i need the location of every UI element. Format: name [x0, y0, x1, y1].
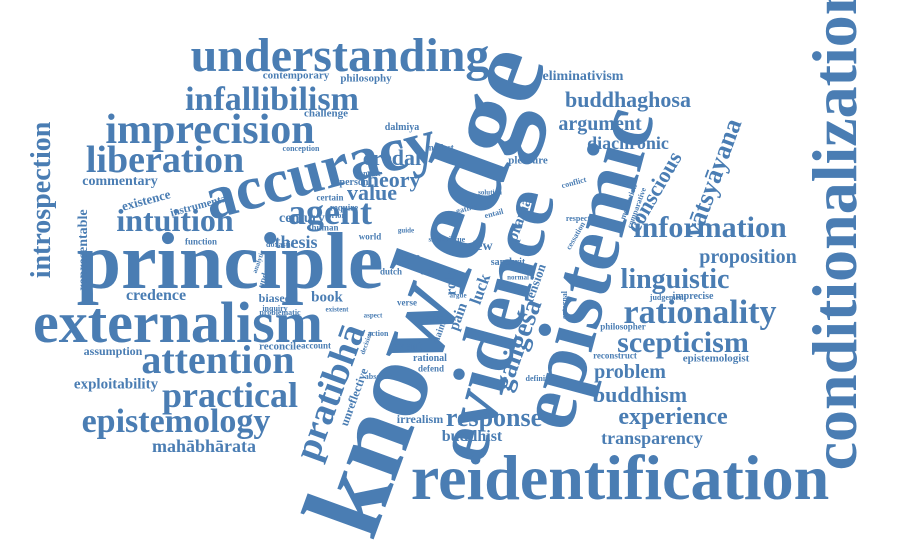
word-irrealism: irrealism	[396, 412, 444, 426]
word-credal: credal	[362, 145, 422, 170]
word-verse: verse	[397, 297, 417, 308]
word-rational: rational	[413, 353, 447, 364]
word-rationality: rationality	[623, 294, 777, 331]
word-linguistic: linguistic	[620, 264, 730, 295]
word-buddhaghosa: buddhaghosa	[565, 87, 691, 112]
word-attention: attention	[141, 337, 295, 382]
word-philosopher: philosopher	[600, 321, 646, 332]
word-information: information	[633, 211, 787, 244]
word-existent: existent	[325, 305, 349, 314]
word-theory: theory	[359, 167, 421, 192]
word-biased: biased	[258, 291, 292, 305]
word-sense: sense	[425, 313, 443, 322]
word-assumption: assumption	[83, 344, 143, 358]
word-absolute: absolute	[364, 372, 394, 381]
word-introspection: introspection	[26, 121, 57, 279]
word-argument: argument	[558, 113, 642, 135]
word-virtue: virtue	[444, 235, 466, 244]
word-doxastic: doxastic	[266, 240, 294, 249]
word-buddhism: buddhism	[592, 382, 688, 407]
word-philosophy: philosophy	[340, 72, 392, 85]
word-call: call	[420, 266, 434, 277]
word-imprecise: imprecise	[672, 291, 714, 302]
word-buddhist: buddhist	[441, 428, 503, 445]
word-conditionalization: conditionalization	[799, 0, 870, 471]
word-external: external	[560, 291, 569, 319]
word-event: event	[392, 337, 422, 353]
word-principle: principle	[76, 218, 384, 306]
word-self: self	[398, 258, 410, 267]
word-certain: certain	[316, 192, 344, 203]
word-proposition: proposition	[699, 246, 797, 268]
word-intuition: intuition	[116, 202, 234, 238]
word-understanding: understanding	[190, 29, 490, 82]
word-single: single	[428, 235, 446, 244]
word-conception: conception	[282, 144, 320, 153]
word-scepticism: scepticism	[617, 326, 749, 359]
word-transparency: transparency	[601, 428, 703, 448]
word-account: account	[301, 340, 331, 351]
word-view: view	[465, 239, 493, 254]
word-practical: practical	[162, 375, 298, 415]
word-commentary: commentary	[82, 174, 158, 189]
word-problematic: problematic	[259, 308, 301, 317]
word-definition: definition	[525, 374, 559, 383]
word-action: action	[367, 329, 389, 338]
word-these: these	[402, 252, 420, 261]
word-person: person	[339, 177, 369, 188]
word-epistemologist: epistemologist	[682, 352, 750, 365]
word-value: value	[346, 180, 398, 205]
word-experience: experience	[618, 404, 728, 430]
word-human: human	[311, 222, 339, 233]
word-modest: modest	[426, 142, 454, 153]
word-eliminativism: eliminativism	[542, 69, 624, 84]
word-context: context	[355, 169, 381, 178]
word-contemporary: contemporary	[262, 69, 330, 82]
word-infallibilism: infallibilism	[185, 81, 359, 118]
word-guide: guide	[397, 226, 415, 235]
word-credence: credence	[125, 287, 187, 304]
word-sanskrit: sanskrit	[490, 257, 526, 268]
word-book: book	[311, 289, 343, 306]
word-respect: respect	[565, 214, 591, 223]
word-epistemology: epistemology	[81, 403, 271, 440]
word-problem: problem	[594, 361, 666, 383]
word-defend: defend	[417, 363, 445, 374]
word-century: century	[279, 211, 325, 226]
word-dalmiya: dalmiya	[384, 122, 420, 133]
word-argue: argue	[449, 291, 467, 300]
word-reidentification: reidentification	[410, 442, 830, 513]
word-challenge: challenge	[304, 107, 348, 120]
word-externalism: externalism	[33, 290, 323, 355]
word-judgement: judgement	[649, 293, 687, 302]
word-response: response	[445, 403, 543, 432]
word-world: world	[358, 231, 382, 242]
word-function: function	[184, 236, 218, 247]
word-dutch: dutch	[379, 266, 403, 277]
word-representable: representable	[76, 209, 91, 291]
word-agent: agent	[288, 192, 372, 232]
word-normal: normal	[507, 273, 529, 282]
word-prior: prior	[327, 211, 345, 220]
word-solution: solution	[478, 188, 502, 197]
word-inquiry: inquiry	[262, 304, 288, 313]
word-aspect: aspect	[363, 311, 383, 320]
word-exploitability: exploitability	[73, 376, 159, 393]
word-mahabharata: mahābhārata	[151, 436, 257, 456]
word-pleasure: pleasure	[508, 154, 548, 167]
word-imprecision: imprecision	[105, 107, 315, 153]
word-liberation: liberation	[85, 139, 245, 181]
word-reconstruct: reconstruct	[593, 350, 637, 361]
word-thesis: thesis	[274, 232, 318, 252]
word-reconcile: reconcile	[259, 340, 301, 353]
word-diachronic: diachronic	[587, 133, 669, 153]
word-require: require	[329, 202, 359, 213]
